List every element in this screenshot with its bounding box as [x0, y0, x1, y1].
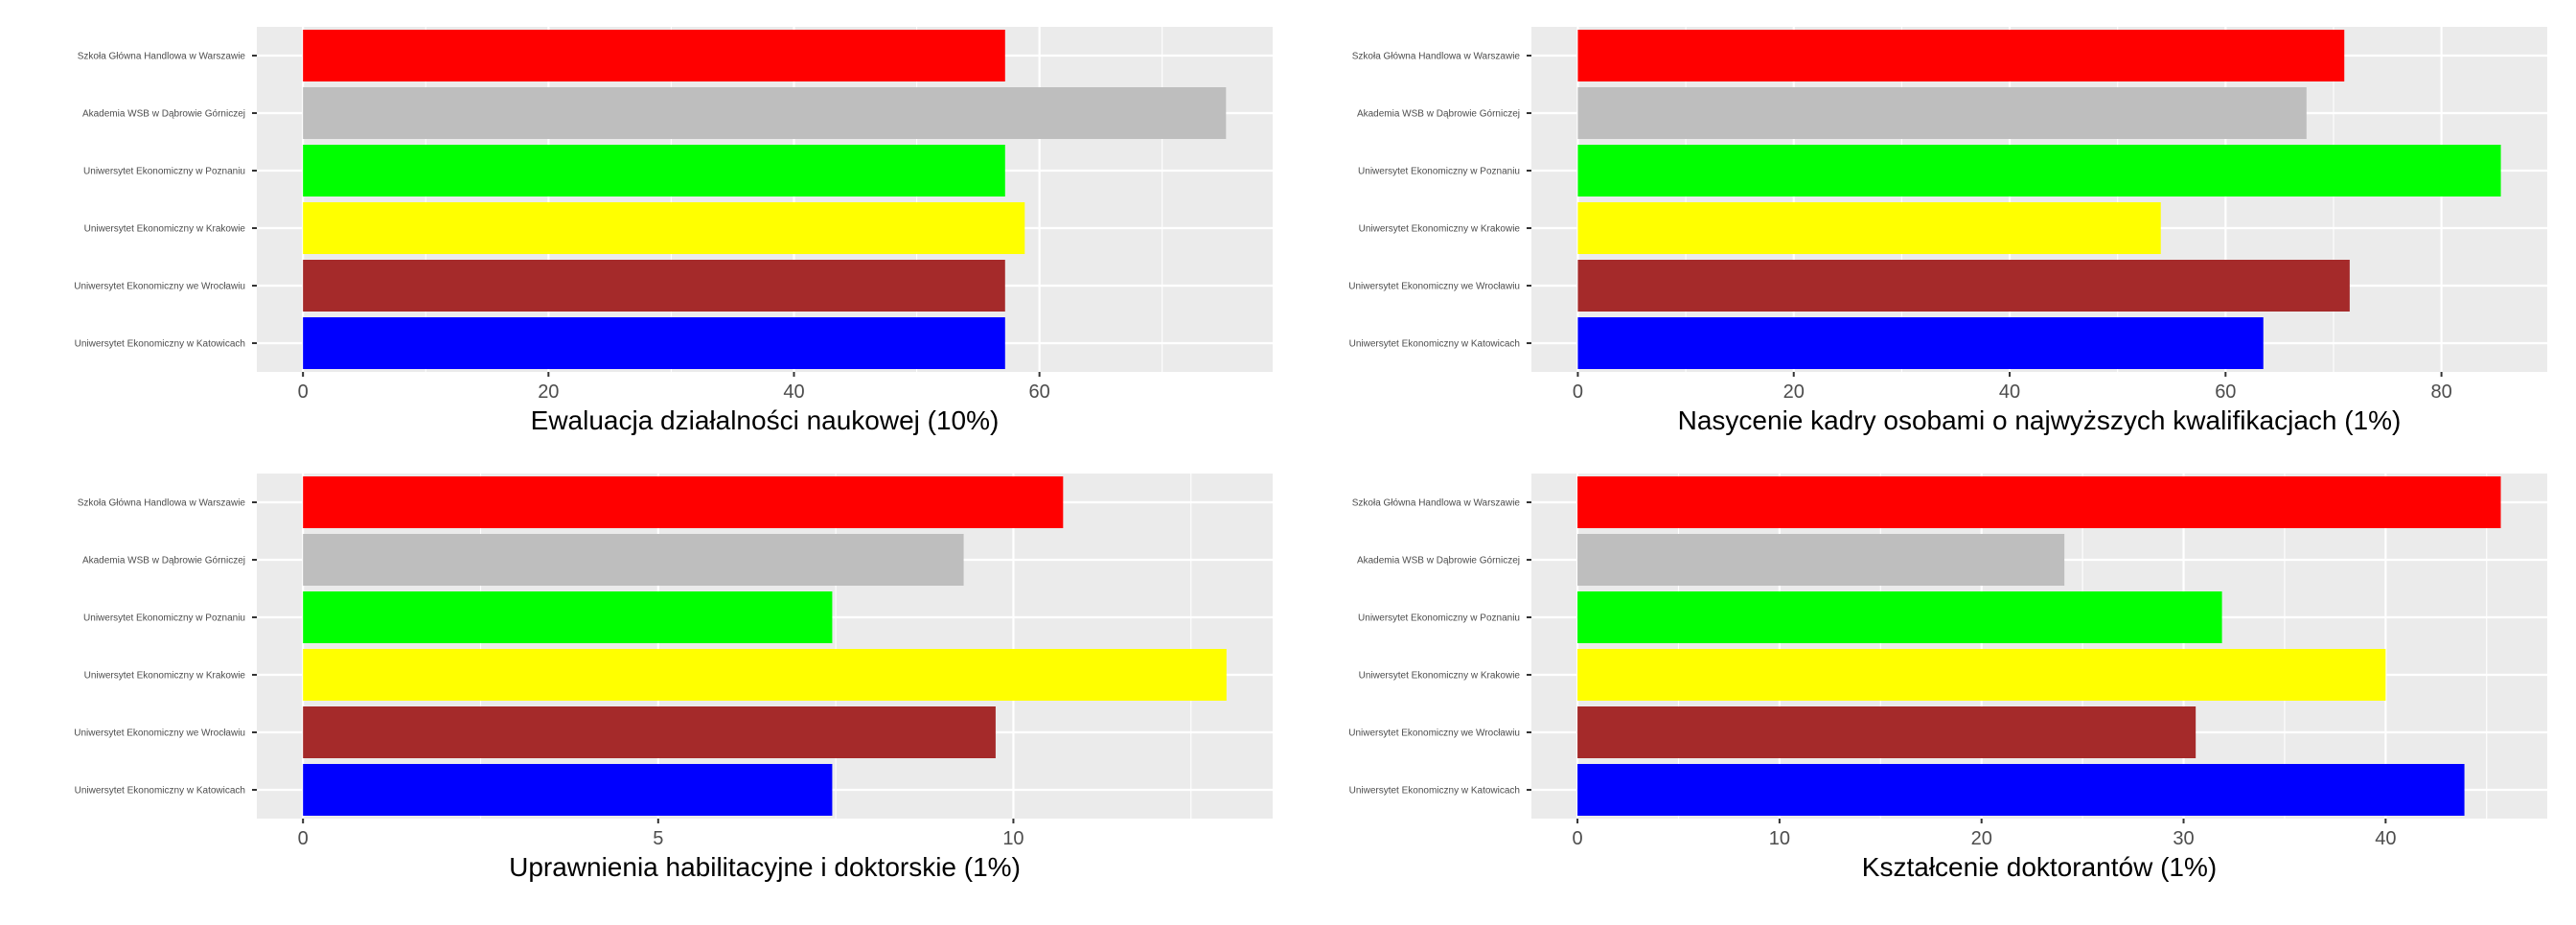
x-axis-label: Kształcenie doktorantów (1%) — [1862, 852, 2217, 882]
category-label: Szkoła Główna Handlowa w Warszawie — [1352, 498, 1521, 509]
category-label: Akademia WSB w Dąbrowie Górniczej — [1357, 556, 1520, 567]
bar-3 — [1577, 145, 2501, 197]
bar-1 — [1577, 476, 2501, 528]
x-tick-label: 0 — [298, 828, 309, 849]
bar-4 — [1577, 649, 2386, 701]
category-label: Uniwersytet Ekonomiczny we Wrocławiu — [1348, 282, 1520, 292]
x-tick-label: 20 — [538, 382, 559, 403]
bar-2 — [303, 87, 1227, 139]
x-tick-label: 0 — [298, 382, 309, 403]
x-tick-label: 5 — [653, 828, 663, 849]
category-label: Uniwersytet Ekonomiczny w Katowicach — [75, 786, 245, 797]
x-tick-label: 20 — [1783, 382, 1805, 403]
bar-4 — [1577, 202, 2161, 254]
x-axis-label: Ewaluacja działalności naukowej (10%) — [531, 405, 1000, 435]
category-label: Uniwersytet Ekonomiczny w Krakowie — [1359, 224, 1521, 235]
bar-6 — [1577, 764, 2465, 816]
bar-5 — [303, 260, 1005, 312]
bar-3 — [303, 591, 833, 643]
category-label: Uniwersytet Ekonomiczny w Krakowie — [84, 224, 246, 235]
bar-2 — [303, 534, 964, 586]
panel-background — [257, 474, 1273, 819]
panel-background — [1531, 474, 2547, 819]
bar-5 — [1577, 260, 2350, 312]
bar-6 — [1577, 317, 2264, 369]
x-tick-label: 10 — [1769, 828, 1790, 849]
x-tick-label: 60 — [2215, 382, 2236, 403]
bar-1 — [303, 30, 1005, 81]
chart-panel-1: Szkoła Główna Handlowa w Warszawie Akadem… — [74, 27, 1273, 435]
category-label: Akademia WSB w Dąbrowie Górniczej — [1357, 109, 1520, 120]
x-tick-label: 10 — [1002, 828, 1024, 849]
chart-panel-3: Szkoła Główna Handlowa w Warszawie Akadem… — [74, 474, 1273, 882]
x-tick-label: 20 — [1971, 828, 1992, 849]
bar-4 — [303, 202, 1025, 254]
bar-5 — [303, 706, 996, 758]
category-label: Uniwersytet Ekonomiczny we Wrocławiu — [1348, 728, 1520, 739]
category-label: Uniwersytet Ekonomiczny we Wrocławiu — [74, 728, 245, 739]
chart-panel-4: Szkoła Główna Handlowa w Warszawie Akadem… — [1348, 474, 2547, 882]
bar-4 — [303, 649, 1227, 701]
bar-2 — [1577, 87, 2307, 139]
category-label: Uniwersytet Ekonomiczny w Katowicach — [1349, 786, 1520, 797]
category-label: Uniwersytet Ekonomiczny w Krakowie — [84, 671, 246, 682]
category-label: Uniwersytet Ekonomiczny w Poznaniu — [83, 613, 245, 624]
category-label: Szkoła Główna Handlowa w Warszawie — [78, 498, 246, 509]
bar-3 — [1577, 591, 2222, 643]
category-label: Uniwersytet Ekonomiczny w Krakowie — [1359, 671, 1521, 682]
x-axis-label: Uprawnienia habilitacyjne i doktorskie (… — [509, 852, 1021, 882]
category-label: Uniwersytet Ekonomiczny w Poznaniu — [1358, 613, 1520, 624]
x-tick-label: 80 — [2430, 382, 2451, 403]
category-label: Uniwersytet Ekonomiczny we Wrocławiu — [74, 282, 245, 292]
x-tick-label: 40 — [2375, 828, 2396, 849]
x-tick-label: 0 — [1573, 828, 1583, 849]
bar-3 — [303, 145, 1005, 197]
category-label: Uniwersytet Ekonomiczny w Katowicach — [75, 339, 245, 350]
bar-5 — [1577, 706, 2196, 758]
category-label: Uniwersytet Ekonomiczny w Poznaniu — [83, 167, 245, 177]
bar-2 — [1577, 534, 2065, 586]
bar-1 — [1577, 30, 2345, 81]
category-label: Akademia WSB w Dąbrowie Górniczej — [82, 556, 245, 567]
x-axis-label: Nasycenie kadry osobami o najwyższych kw… — [1678, 405, 2402, 435]
x-tick-label: 60 — [1029, 382, 1050, 403]
bar-6 — [303, 317, 1005, 369]
bar-6 — [303, 764, 833, 816]
x-tick-label: 40 — [783, 382, 804, 403]
x-tick-label: 40 — [1999, 382, 2020, 403]
category-label: Uniwersytet Ekonomiczny w Poznaniu — [1358, 167, 1520, 177]
bar-1 — [303, 476, 1064, 528]
category-label: Uniwersytet Ekonomiczny w Katowicach — [1349, 339, 1520, 350]
x-tick-label: 30 — [2173, 828, 2194, 849]
category-label: Szkoła Główna Handlowa w Warszawie — [1352, 52, 1521, 62]
category-label: Akademia WSB w Dąbrowie Górniczej — [82, 109, 245, 120]
category-label: Szkoła Główna Handlowa w Warszawie — [78, 52, 246, 62]
panel-background — [1531, 27, 2547, 372]
x-tick-label: 0 — [1573, 382, 1583, 403]
chart-panel-2: Szkoła Główna Handlowa w Warszawie Akadem… — [1348, 27, 2547, 435]
